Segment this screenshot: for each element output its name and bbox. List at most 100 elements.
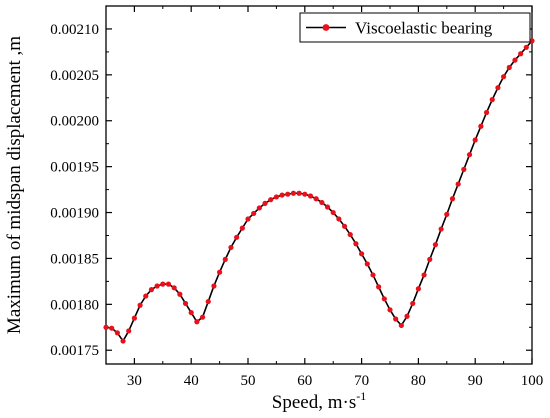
data-point <box>364 261 370 267</box>
data-point <box>165 281 172 287</box>
data-point <box>313 196 319 202</box>
data-point <box>398 322 404 329</box>
data-point <box>290 190 297 196</box>
data-point <box>131 315 137 321</box>
plot-frame <box>105 5 533 365</box>
data-point <box>387 307 393 313</box>
data-point <box>160 281 166 287</box>
y-tick-label: 0.00195 <box>50 160 99 176</box>
y-tick-label: 0.00200 <box>50 114 99 130</box>
y-tick-label: 0.00180 <box>50 297 99 313</box>
data-point <box>143 293 149 299</box>
data-point <box>279 192 285 198</box>
data-point <box>307 193 314 199</box>
data-point <box>273 194 279 200</box>
data-point <box>472 137 478 143</box>
series-line <box>105 40 533 343</box>
data-point <box>285 191 291 197</box>
data-point <box>302 191 308 197</box>
y-tick-label: 0.00190 <box>50 206 99 222</box>
data-point <box>154 283 160 289</box>
data-point <box>268 197 274 203</box>
x-tick-label: 100 <box>521 373 544 389</box>
data-point <box>251 210 257 217</box>
data-point <box>330 209 336 216</box>
data-point <box>438 226 444 232</box>
data-point <box>177 291 183 297</box>
data-point <box>506 64 512 71</box>
data-point <box>188 309 194 316</box>
data-point <box>171 285 177 291</box>
x-tick-label: 70 <box>354 373 369 389</box>
x-tick-label: 50 <box>241 373 256 389</box>
data-point <box>518 51 524 57</box>
y-tick-label: 0.00175 <box>50 343 99 359</box>
data-point <box>483 109 490 116</box>
data-point <box>126 328 132 334</box>
data-point <box>489 97 495 103</box>
data-point <box>211 283 217 289</box>
y-tick-label: 0.00185 <box>50 251 99 267</box>
data-point <box>376 284 382 290</box>
data-point <box>415 286 421 292</box>
data-point <box>466 152 473 158</box>
data-point <box>256 205 262 211</box>
data-point <box>461 166 467 172</box>
data-point <box>455 181 461 187</box>
data-point <box>478 123 484 129</box>
data-point <box>114 330 120 336</box>
data-point <box>234 234 240 240</box>
data-point <box>205 298 211 305</box>
data-point <box>199 314 206 320</box>
data-point <box>427 256 433 262</box>
data-point <box>262 200 268 206</box>
y-tick-label: 0.00210 <box>50 22 99 38</box>
y-axis-label: Maximum of midspan displacement ,m <box>4 36 25 334</box>
x-axis-label-superscript: -1 <box>356 389 366 403</box>
x-tick-label: 30 <box>127 373 142 389</box>
x-axis-label-text: Speed, m·s <box>272 392 356 413</box>
data-point <box>239 225 245 231</box>
data-point <box>501 74 507 80</box>
data-point <box>512 57 518 63</box>
data-point <box>109 325 115 331</box>
data-point <box>194 319 200 325</box>
data-point <box>353 241 359 247</box>
data-point <box>341 223 348 229</box>
x-tick-label: 80 <box>411 373 426 389</box>
data-point <box>421 272 427 278</box>
data-point <box>432 242 439 248</box>
data-point <box>296 190 302 196</box>
data-point <box>410 300 416 307</box>
legend-label: Viscoelastic bearing <box>355 19 493 38</box>
data-point <box>324 204 331 210</box>
data-point <box>120 338 126 344</box>
legend-marker <box>322 24 330 31</box>
x-tick-label: 40 <box>184 373 199 389</box>
data-point <box>347 231 353 238</box>
data-point <box>137 302 143 308</box>
x-axis-label: Speed, m·s-1 <box>272 389 366 413</box>
data-point <box>228 244 234 251</box>
data-point <box>217 269 223 275</box>
data-point <box>444 211 450 217</box>
data-point <box>359 251 365 257</box>
data-point <box>404 313 410 319</box>
data-point <box>148 287 155 293</box>
data-point <box>495 85 501 91</box>
y-tick-label: 0.00205 <box>50 68 99 84</box>
data-point <box>222 256 228 262</box>
data-point <box>319 199 325 206</box>
x-tick-label: 60 <box>297 373 312 389</box>
data-point <box>449 196 456 202</box>
data-point <box>245 216 251 222</box>
data-point <box>182 300 189 307</box>
data-point <box>103 324 109 330</box>
x-tick-label: 90 <box>468 373 483 389</box>
data-point <box>336 216 342 222</box>
data-point <box>523 44 529 50</box>
data-point <box>529 38 535 44</box>
data-point <box>393 316 399 322</box>
